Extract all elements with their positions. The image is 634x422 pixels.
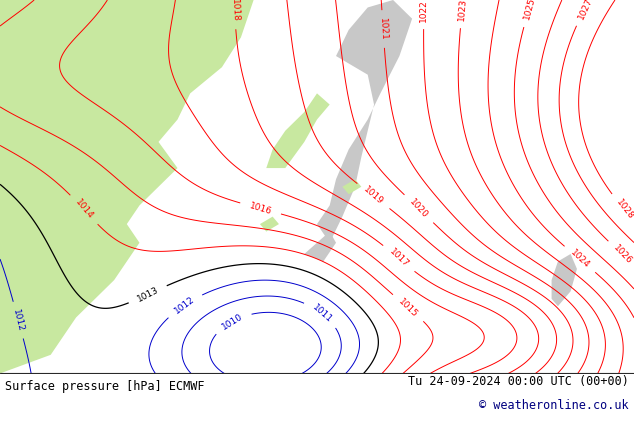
Polygon shape [260,216,279,232]
Text: 1021: 1021 [378,17,388,41]
Polygon shape [0,0,254,373]
Text: Tu 24-09-2024 00:00 UTC (00+00): Tu 24-09-2024 00:00 UTC (00+00) [408,376,629,388]
Text: 1017: 1017 [387,247,410,270]
Text: 1011: 1011 [310,303,333,325]
Polygon shape [304,232,336,261]
Point [0,371,4,376]
Text: 1015: 1015 [397,297,420,319]
Text: 1012: 1012 [11,308,25,332]
Text: 1020: 1020 [408,197,430,220]
Text: 1012: 1012 [172,295,196,316]
Polygon shape [317,0,412,243]
Text: 1016: 1016 [249,201,273,216]
Text: 1022: 1022 [419,0,428,22]
Text: 1023: 1023 [456,0,468,21]
Text: 1014: 1014 [74,198,95,222]
Text: 1010: 1010 [220,311,244,331]
Polygon shape [342,179,361,194]
Text: 1018: 1018 [230,0,240,22]
Text: © weatheronline.co.uk: © weatheronline.co.uk [479,400,629,412]
Text: 1026: 1026 [612,243,634,266]
Text: 1019: 1019 [362,185,385,207]
Text: 1025: 1025 [522,0,536,21]
Text: Surface pressure [hPa] ECMWF: Surface pressure [hPa] ECMWF [5,380,205,392]
Text: 1013: 1013 [136,285,160,304]
Text: 1027: 1027 [576,0,594,21]
Point [60,371,67,376]
Polygon shape [266,93,330,168]
Text: 1024: 1024 [569,248,592,271]
Text: 1028: 1028 [614,197,634,221]
Polygon shape [552,254,577,306]
